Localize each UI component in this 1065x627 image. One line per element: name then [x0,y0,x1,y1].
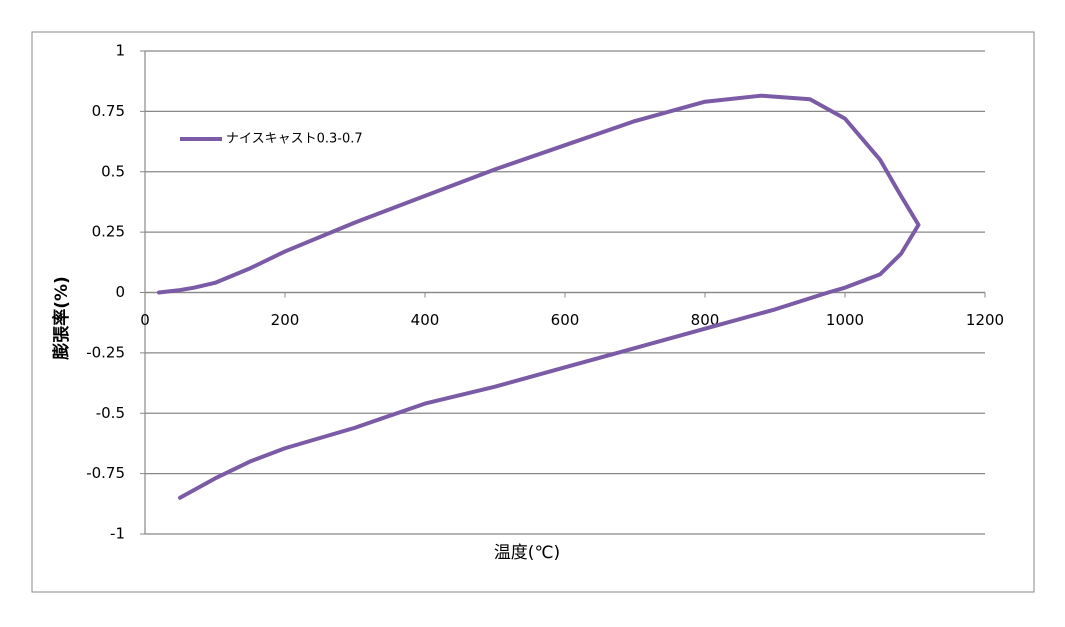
y-tick-label: 0.5 [101,162,125,180]
x-tick-label: 1200 [966,311,1004,329]
x-tick-label: 400 [411,311,440,329]
legend-label: ナイスキャスト0.3-0.7 [226,132,363,147]
x-tick-label: 1000 [826,311,864,329]
y-tick-label: -0.5 [96,404,125,422]
x-tick-label: 200 [271,311,300,329]
x-tick-label: 0 [140,311,150,329]
y-tick-label: -1 [110,525,125,543]
data-line [157,93,921,500]
y-tick-label: 0 [115,283,125,301]
y-tick-label: -0.75 [86,464,125,482]
chart-border [31,31,1035,593]
y-tick-label: 0.75 [92,102,125,120]
x-tick-label: 600 [551,311,580,329]
x-tick-label: 800 [691,311,720,329]
x-axis-title: 温度(℃) [494,543,560,563]
y-axis-title: 膨張率(%) [51,276,72,360]
y-tick-label: 1 [115,42,125,60]
y-tick-label: 0.25 [92,223,125,241]
y-tick-label: -0.25 [86,343,125,361]
